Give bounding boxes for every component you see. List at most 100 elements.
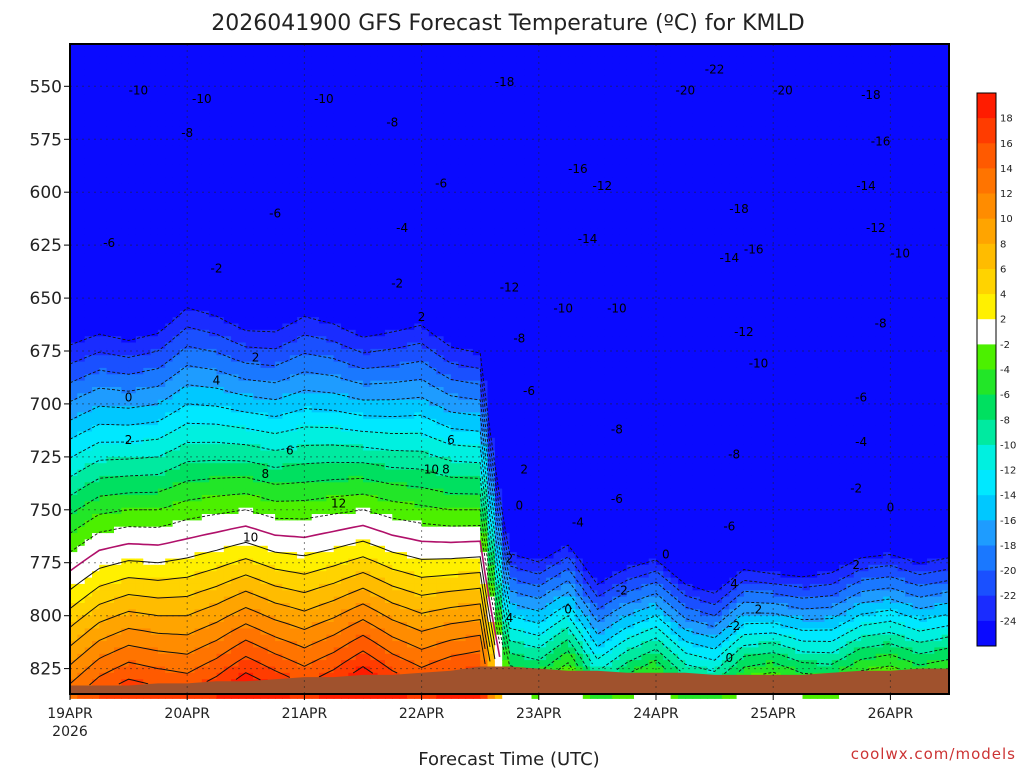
field-cell <box>282 228 291 236</box>
field-cell <box>172 514 181 521</box>
field-cell <box>187 603 196 610</box>
field-cell <box>348 336 357 344</box>
field-cell <box>348 63 357 71</box>
field-cell <box>216 75 225 83</box>
field-cell <box>99 431 108 439</box>
field-cell <box>201 139 210 147</box>
field-cell <box>114 126 122 134</box>
field-cell <box>282 253 291 261</box>
field-cell <box>260 152 269 159</box>
field-cell <box>289 564 298 572</box>
field-cell <box>370 603 379 610</box>
field-cell <box>414 240 423 248</box>
field-cell <box>421 253 430 261</box>
field-cell <box>348 418 357 426</box>
field-cell <box>187 367 196 375</box>
field-cell <box>348 488 357 496</box>
field-cell <box>355 450 364 458</box>
field-cell <box>70 475 78 483</box>
field-cell <box>238 132 247 140</box>
field-cell <box>143 164 152 172</box>
field-cell <box>326 190 335 198</box>
field-cell <box>92 526 100 534</box>
field-cell <box>179 564 188 572</box>
field-cell <box>377 266 386 274</box>
field-cell <box>143 412 152 420</box>
field-cell <box>106 437 115 445</box>
field-cell <box>414 266 423 274</box>
field-cell <box>275 672 283 680</box>
field-cell <box>209 653 218 661</box>
field-cell <box>363 514 371 521</box>
field-cell <box>143 253 152 261</box>
field-cell <box>275 304 283 312</box>
field-cell <box>216 374 225 382</box>
field-cell <box>260 145 269 153</box>
field-cell <box>363 577 371 585</box>
field-cell <box>297 399 305 407</box>
field-cell <box>297 634 305 642</box>
field-cell <box>201 653 210 661</box>
field-cell <box>70 622 78 629</box>
field-cell <box>194 469 203 477</box>
field-cell <box>92 374 100 382</box>
field-cell <box>289 329 298 337</box>
field-cell <box>231 279 239 286</box>
field-cell <box>165 355 174 363</box>
field-cell <box>179 558 188 566</box>
field-cell <box>92 272 100 280</box>
field-cell <box>150 158 159 166</box>
field-cell <box>128 82 137 90</box>
field-cell <box>92 666 100 674</box>
field-cell <box>275 348 283 356</box>
field-cell <box>77 399 86 407</box>
field-cell <box>297 653 305 661</box>
field-cell <box>326 164 335 172</box>
field-cell <box>348 387 357 394</box>
field-cell <box>392 234 401 242</box>
field-cell <box>135 590 144 598</box>
field-cell <box>135 164 144 172</box>
field-cell <box>172 190 181 198</box>
field-cell <box>194 641 203 649</box>
field-cell <box>304 120 313 128</box>
field-cell <box>289 228 298 236</box>
field-cell <box>304 628 313 636</box>
field-cell <box>187 44 196 51</box>
field-cell <box>165 107 174 115</box>
field-cell <box>392 520 401 528</box>
field-cell <box>348 317 357 325</box>
field-cell <box>275 355 283 363</box>
field-cell <box>370 291 379 299</box>
field-cell <box>407 190 415 198</box>
field-cell <box>187 196 196 204</box>
field-cell <box>179 285 188 293</box>
field-cell <box>370 247 379 255</box>
field-cell <box>326 609 335 617</box>
field-cell <box>165 590 174 598</box>
field-cell <box>304 564 313 572</box>
field-cell <box>157 177 166 185</box>
field-cell <box>245 475 254 483</box>
field-cell <box>319 380 327 388</box>
field-cell <box>385 56 393 64</box>
field-cell <box>311 660 320 668</box>
field-cell <box>319 56 327 64</box>
field-cell <box>282 317 291 325</box>
field-cell <box>253 260 261 267</box>
field-cell <box>297 177 305 185</box>
field-cell <box>282 641 291 649</box>
field-cell <box>84 126 93 134</box>
field-cell <box>385 355 393 363</box>
field-cell <box>297 425 305 433</box>
field-cell <box>363 450 371 458</box>
field-cell <box>165 336 174 344</box>
field-cell <box>238 374 247 382</box>
field-cell <box>319 190 327 198</box>
field-cell <box>92 113 100 121</box>
field-cell <box>121 215 130 223</box>
field-cell <box>238 355 247 363</box>
field-cell <box>135 672 144 680</box>
field-cell <box>304 310 313 318</box>
field-cell <box>385 495 393 502</box>
